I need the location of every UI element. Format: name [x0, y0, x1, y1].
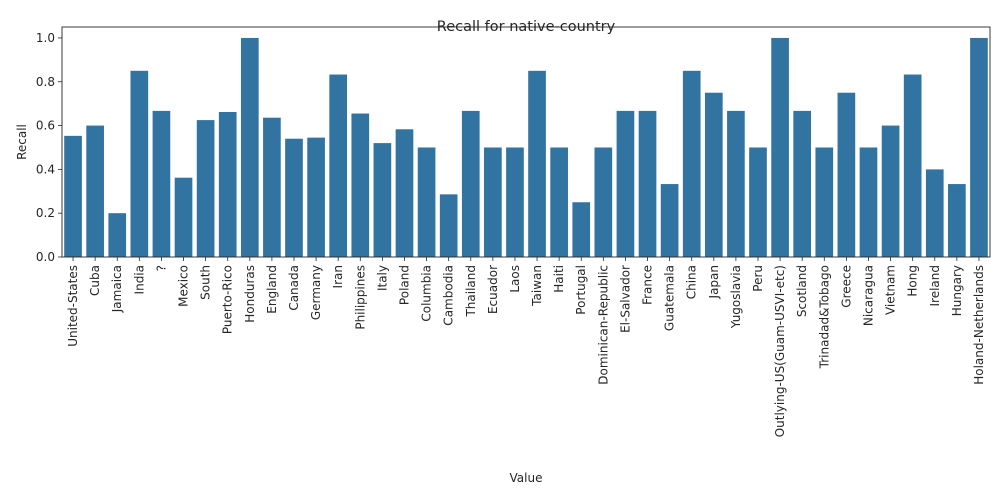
x-tick-label-22: Haiti	[552, 265, 566, 293]
x-tick-label-16: Columbia	[420, 265, 434, 322]
x-tick-label-25: El-Salvador	[618, 265, 632, 333]
y-tick-label-3: 0.6	[36, 119, 55, 133]
bar-9	[263, 117, 281, 257]
x-tick-label-23: Portugal	[574, 265, 588, 315]
bar-1	[86, 125, 104, 257]
x-tick-label-11: Germany	[309, 265, 323, 320]
bar-40	[948, 184, 966, 257]
bar-2	[108, 213, 127, 257]
x-tick-label-39: Ireland	[928, 265, 942, 307]
x-tick-label-2: Jamaica	[110, 265, 124, 313]
x-tick-label-19: Ecuador	[486, 265, 500, 314]
x-tick-label-15: Poland	[397, 265, 411, 305]
x-tick-label-32: Outlying-US(Guam-USVI-etc)	[773, 265, 787, 437]
x-tick-label-37: Vietnam	[884, 265, 898, 315]
y-axis-label: Recall	[15, 124, 29, 160]
x-tick-label-10: Canada	[287, 265, 301, 311]
bar-4	[152, 110, 171, 258]
bars	[64, 37, 988, 258]
bar-6	[196, 120, 215, 257]
x-tick-label-24: Dominican-Republic	[596, 265, 610, 385]
x-tick-label-35: Greece	[839, 265, 853, 308]
bar-29	[704, 92, 723, 257]
bar-37	[881, 125, 900, 257]
bar-15	[395, 129, 414, 257]
x-tick-label-27: Guatemala	[663, 265, 677, 331]
x-tick-label-12: Iran	[331, 265, 345, 288]
bar-19	[484, 147, 502, 257]
y-tick-label-4: 0.8	[36, 75, 55, 89]
bar-38	[903, 74, 922, 258]
x-tick-label-8: Honduras	[243, 265, 257, 323]
bar-31	[749, 147, 767, 257]
bar-22	[550, 147, 568, 257]
y-tick-label-2: 0.4	[36, 162, 55, 176]
y-axis: 0.0 0.2 0.4 0.6 0.8 1.0	[36, 31, 62, 264]
bar-25	[616, 110, 635, 258]
x-tick-label-33: Scotland	[795, 265, 809, 317]
x-tick-label-41: Holand-Netherlands	[972, 265, 986, 385]
x-tick-label-40: Hungary	[950, 265, 964, 316]
x-tick-label-6: South	[199, 265, 213, 300]
x-tick-label-9: England	[265, 265, 279, 314]
bar-18	[461, 110, 480, 258]
bar-12	[329, 74, 348, 258]
x-tick-label-3: India	[132, 265, 146, 294]
bar-16	[417, 147, 436, 257]
bar-24	[594, 147, 613, 257]
bar-14	[373, 143, 392, 257]
bar-28	[682, 70, 701, 257]
x-tick-label-0: United-States	[66, 265, 80, 347]
bar-11	[307, 137, 325, 257]
x-tick-label-7: Puerto-Rico	[221, 265, 235, 334]
x-tick-label-5: Mexico	[177, 265, 191, 307]
bar-0	[64, 135, 82, 257]
bar-27	[660, 184, 679, 257]
bar-21	[528, 70, 546, 257]
bar-5	[174, 177, 193, 257]
x-tick-label-38: Hong	[906, 265, 920, 297]
x-axis-label: Value	[510, 471, 543, 485]
x-tick-label-4: ?	[154, 265, 168, 271]
bar-10	[285, 138, 303, 257]
x-tick-label-21: Taiwan	[530, 265, 544, 307]
bar-26	[638, 110, 657, 258]
x-tick-label-1: Cuba	[88, 265, 102, 296]
x-tick-label-30: Yugoslavia	[729, 265, 743, 329]
x-tick-label-29: Japan	[707, 265, 721, 299]
x-tick-label-26: France	[641, 265, 655, 305]
bar-20	[506, 147, 524, 257]
bar-8	[240, 37, 259, 258]
bar-36	[859, 147, 878, 257]
bar-30	[727, 110, 745, 258]
x-tick-label-20: Laos	[508, 265, 522, 293]
bar-33	[793, 110, 812, 258]
y-tick-label-1: 0.2	[36, 206, 55, 220]
x-tick-label-17: Cambodia	[442, 265, 456, 326]
x-axis: United-States Cuba Jamaica India? Mexico Sout…	[66, 257, 986, 437]
bar-34	[815, 147, 834, 257]
x-tick-label-36: Nicaragua	[861, 265, 875, 326]
y-tick-label-0: 0.0	[36, 250, 55, 264]
x-tick-label-34: Trinadad&Tobago	[817, 265, 831, 369]
x-tick-label-14: Italy	[375, 265, 389, 291]
plot-frame	[61, 26, 991, 258]
x-tick-label-13: Philippines	[353, 265, 367, 330]
x-tick-label-28: China	[685, 265, 699, 299]
bar-32	[771, 37, 789, 258]
bar-35	[837, 92, 856, 257]
bar-17	[439, 194, 458, 257]
bar-39	[925, 169, 944, 257]
bar-13	[351, 113, 370, 258]
bar-23	[572, 202, 591, 257]
bar-41	[970, 37, 988, 258]
y-tick-label-5: 1.0	[36, 31, 55, 45]
x-tick-label-31: Peru	[751, 265, 765, 292]
bar-3	[130, 70, 149, 257]
x-tick-label-18: Thailand	[464, 265, 478, 318]
bar-7	[218, 111, 237, 257]
